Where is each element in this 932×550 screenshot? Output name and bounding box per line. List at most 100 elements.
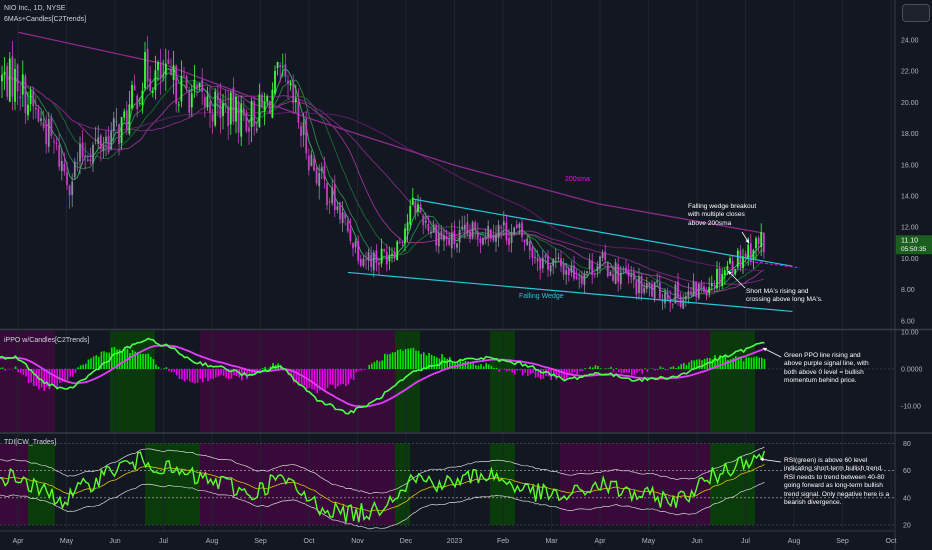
last-price-label: 11.10 bbox=[901, 238, 918, 245]
candle-body bbox=[211, 114, 214, 122]
candle-body bbox=[531, 247, 534, 258]
candle-body bbox=[292, 80, 295, 104]
ppo-histogram-bar bbox=[61, 369, 64, 383]
ppo-histogram-bar bbox=[85, 363, 87, 369]
ppo-histogram-bar bbox=[657, 369, 659, 370]
ppo-histogram-bar bbox=[204, 369, 207, 378]
short-ma-arrow bbox=[727, 270, 746, 289]
candle-body bbox=[388, 254, 391, 262]
candle-body bbox=[326, 183, 328, 206]
time-tick-label: Jun bbox=[109, 538, 120, 545]
ppo-histogram-bar bbox=[524, 369, 526, 373]
candle-body bbox=[419, 204, 422, 213]
ppo-histogram-bar bbox=[521, 369, 524, 376]
candle-body bbox=[435, 225, 438, 246]
candle-body bbox=[448, 239, 451, 245]
candle-body bbox=[24, 76, 27, 114]
candle-body bbox=[315, 168, 318, 184]
ppo-zone bbox=[0, 331, 30, 432]
candle-body bbox=[154, 70, 157, 91]
ppo-histogram-bar bbox=[150, 356, 152, 369]
candle-body bbox=[307, 155, 310, 171]
candle-body bbox=[144, 52, 146, 89]
ppo-histogram-bar bbox=[399, 349, 402, 369]
ppo-histogram-bar bbox=[59, 369, 61, 383]
ppo-histogram-bar bbox=[311, 369, 313, 390]
tdi-tick-label: 40 bbox=[903, 495, 911, 502]
note-line: RSI needs to trend between 40-80 bbox=[784, 473, 885, 481]
ppo-histogram-bar bbox=[163, 368, 165, 369]
ppo-zone bbox=[110, 331, 155, 432]
ppo-histogram-bar bbox=[482, 366, 485, 369]
ppo-histogram-bar bbox=[355, 369, 357, 373]
ppo-histogram-bar bbox=[563, 369, 565, 382]
ppo-histogram-bar bbox=[436, 357, 438, 369]
candle-body bbox=[47, 118, 50, 147]
candle-body bbox=[625, 267, 627, 273]
tdi-tick-label: 80 bbox=[903, 441, 911, 448]
ppo-histogram-bar bbox=[589, 366, 591, 369]
ppo-histogram-bar bbox=[623, 369, 625, 373]
ppo-histogram-bar bbox=[225, 369, 227, 378]
ppo-histogram-bar bbox=[298, 369, 300, 386]
candle-body bbox=[79, 143, 81, 162]
ppo-histogram-bar bbox=[618, 369, 620, 372]
candle-body bbox=[760, 232, 763, 248]
ppo-line bbox=[0, 337, 765, 415]
ppo-zone bbox=[560, 331, 600, 432]
candle-body bbox=[276, 61, 279, 69]
note-line: above purple signal line, with bbox=[784, 360, 869, 368]
ppo-histogram-bar bbox=[386, 354, 389, 369]
note-line: above 200sma bbox=[688, 219, 732, 227]
candle-body bbox=[58, 145, 61, 167]
candle-body bbox=[86, 159, 89, 162]
ppo-histogram-bar bbox=[750, 357, 753, 369]
candle-body bbox=[235, 96, 237, 122]
ppo-histogram-bar bbox=[677, 366, 680, 369]
candle-body bbox=[19, 96, 22, 99]
candle-body bbox=[305, 118, 308, 154]
candle-body bbox=[16, 64, 19, 92]
ppo-histogram-bar bbox=[337, 369, 339, 387]
ppo-histogram-bar bbox=[430, 354, 433, 369]
candle-body bbox=[151, 90, 154, 93]
breakout-note: Falling wedge breakout with multiple clo… bbox=[688, 203, 756, 228]
ppo-histogram-bar bbox=[316, 369, 318, 394]
ppo-histogram-bar bbox=[745, 357, 747, 369]
candle-body bbox=[149, 78, 152, 91]
ppo-title: iPPO w/Candles[C2Trends] bbox=[4, 337, 90, 344]
candle-body bbox=[411, 197, 414, 205]
moving-average-line bbox=[1, 72, 765, 296]
ppo-histogram-bar bbox=[540, 369, 542, 380]
candle-body bbox=[60, 160, 63, 171]
dashed-projection-line bbox=[749, 261, 801, 269]
short-ma-arrow-head bbox=[728, 271, 732, 275]
ppo-histogram-bar bbox=[633, 369, 636, 375]
candle-body bbox=[612, 274, 614, 281]
ppo-histogram-bar bbox=[599, 368, 602, 369]
candle-body bbox=[539, 258, 542, 270]
candle-body bbox=[492, 235, 495, 241]
candle-body bbox=[383, 249, 386, 252]
ppo-histogram-bar bbox=[33, 369, 35, 387]
ppo-histogram-bar bbox=[134, 351, 136, 369]
ppo-histogram-bar bbox=[40, 369, 43, 388]
candle-body bbox=[300, 126, 302, 137]
ppo-histogram-bar bbox=[664, 369, 667, 371]
ppo-histogram-bar bbox=[64, 369, 66, 383]
ppo-histogram-bar bbox=[425, 355, 428, 369]
candle-body bbox=[757, 237, 760, 245]
ppo-histogram-bar bbox=[675, 368, 677, 369]
ppo-histogram-bar bbox=[607, 368, 610, 369]
candle-body bbox=[3, 71, 6, 75]
price-tick-label: 8.00 bbox=[901, 287, 915, 294]
ppo-histogram-bar bbox=[246, 369, 248, 380]
candle-body bbox=[541, 257, 544, 269]
settings-button[interactable] bbox=[902, 4, 930, 22]
candle-body bbox=[583, 273, 586, 285]
tdi-title: TDI[CW_Trades] bbox=[4, 439, 57, 446]
ppo-histogram-bar bbox=[394, 352, 396, 369]
ppo-histogram-bar bbox=[196, 369, 199, 383]
ppo-histogram-bar bbox=[397, 349, 399, 369]
ppo-histogram-bar bbox=[490, 365, 493, 369]
